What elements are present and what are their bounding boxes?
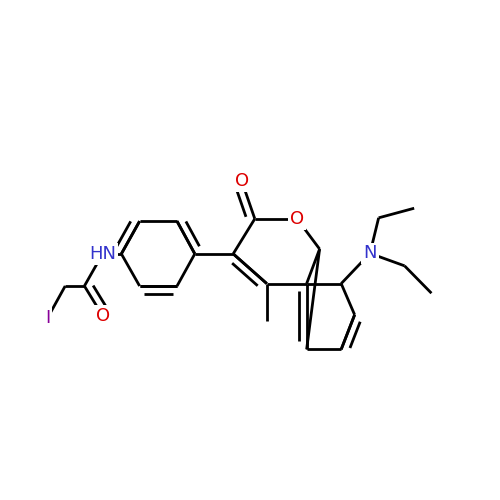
Text: N: N xyxy=(363,244,377,262)
Text: O: O xyxy=(290,210,304,228)
Text: I: I xyxy=(45,309,50,327)
Text: O: O xyxy=(235,172,249,190)
Text: O: O xyxy=(96,307,110,325)
Text: HN: HN xyxy=(89,245,116,263)
